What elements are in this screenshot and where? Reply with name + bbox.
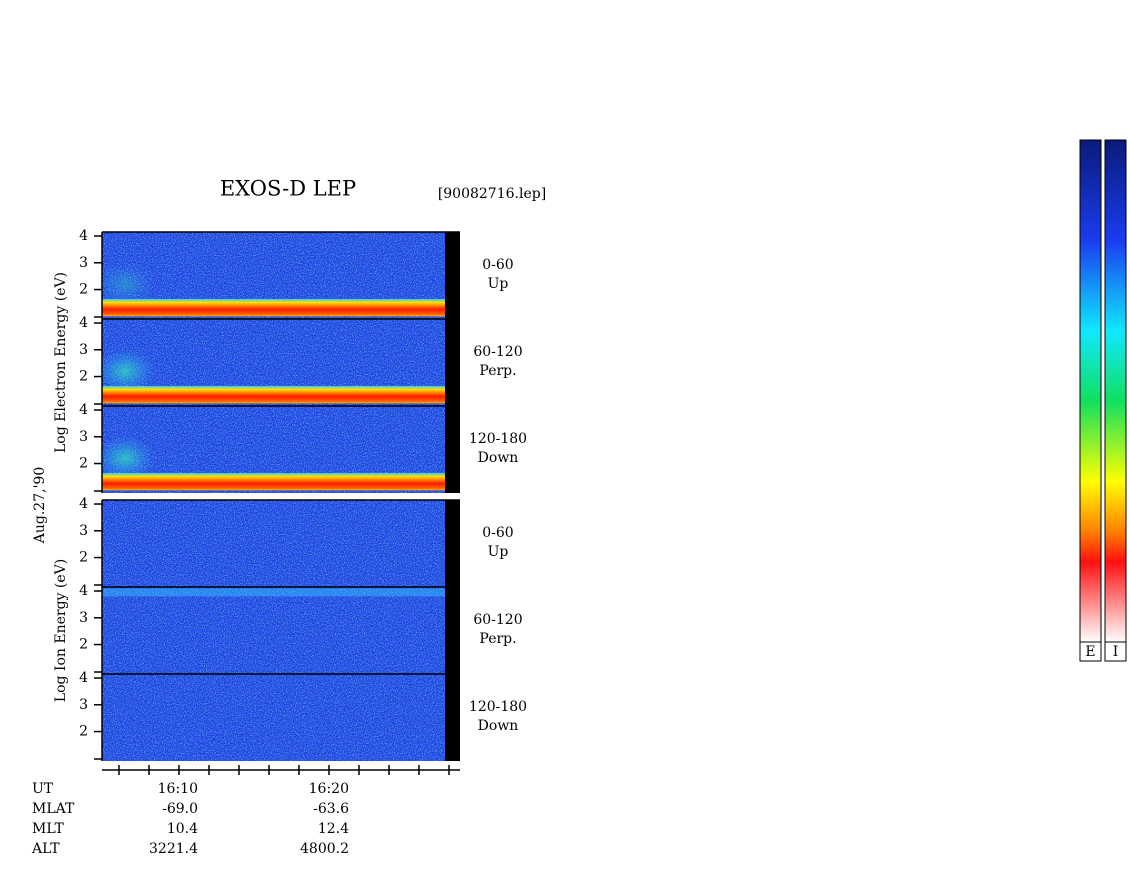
y-tick-label: 3 xyxy=(79,610,88,626)
spectrogram-glow xyxy=(102,588,445,597)
y-tick-label: 2 xyxy=(79,282,88,298)
y-tick-label: 4 xyxy=(79,228,88,244)
y-tick-label: 2 xyxy=(79,369,88,385)
no-data-strip xyxy=(445,587,460,674)
row-value: 16:20 xyxy=(309,781,349,797)
pitch-angle: 60-120 xyxy=(473,344,522,360)
color-bar-box xyxy=(1079,641,1102,662)
row-value: 4800.2 xyxy=(300,841,349,857)
color-bar-label: E xyxy=(1085,644,1095,660)
y-tick-label: 3 xyxy=(79,523,88,539)
y-tick-label: 4 xyxy=(79,583,88,599)
color-bar-box xyxy=(1104,641,1127,662)
color-bar xyxy=(1079,139,1102,643)
row-name: MLAT xyxy=(32,801,75,817)
color-bar-label: I xyxy=(1113,644,1119,660)
no-data-strip xyxy=(445,232,460,319)
spectrogram-band xyxy=(102,298,445,317)
spectrogram-noise xyxy=(102,674,445,761)
spectrogram-band xyxy=(102,385,445,404)
row-name: ALT xyxy=(31,841,60,857)
y-tick-label: 3 xyxy=(79,342,88,358)
no-data-strip xyxy=(445,674,460,761)
row-value: -69.0 xyxy=(162,801,198,817)
y-tick-label: 2 xyxy=(79,724,88,740)
title: EXOS-D LEP xyxy=(220,177,356,201)
row-value: -63.6 xyxy=(313,801,349,817)
spectrogram-patch xyxy=(95,262,155,307)
y-tick-label: 4 xyxy=(79,670,88,686)
color-bar xyxy=(1104,139,1127,643)
no-data-strip xyxy=(445,319,460,406)
row-name: MLT xyxy=(32,821,64,837)
y-tick-label: 4 xyxy=(79,402,88,418)
y-tick-label: 4 xyxy=(79,496,88,512)
y-tick-label: 2 xyxy=(79,637,88,653)
direction: Up xyxy=(488,544,509,560)
row-value: 16:10 xyxy=(158,781,198,797)
row-name: UT xyxy=(32,781,54,797)
y-tick-label: 3 xyxy=(79,255,88,271)
no-data-strip xyxy=(445,500,460,587)
y-axis-label: Log Ion Energy (eV) xyxy=(53,559,69,702)
row-value: 10.4 xyxy=(167,821,198,837)
y-tick-label: 3 xyxy=(79,429,88,445)
spectrogram-band xyxy=(102,472,445,491)
direction: Up xyxy=(488,276,509,292)
direction: Perp. xyxy=(479,363,516,379)
direction: Down xyxy=(478,450,519,466)
file-name: [90082716.lep] xyxy=(438,186,546,202)
direction: Perp. xyxy=(479,631,516,647)
no-data-strip xyxy=(445,406,460,493)
y-tick-label: 2 xyxy=(79,550,88,566)
pitch-angle: 0-60 xyxy=(482,525,513,541)
spectrogram-patch xyxy=(95,349,155,394)
y-tick-label: 4 xyxy=(79,315,88,331)
y-axis-label: Log Electron Energy (eV) xyxy=(53,272,69,453)
row-value: 3221.4 xyxy=(149,841,198,857)
pitch-angle: 0-60 xyxy=(482,257,513,273)
y-tick-label: 2 xyxy=(79,456,88,472)
spectrogram-patch xyxy=(95,436,155,481)
date: Aug.27,'90 xyxy=(32,467,48,544)
direction: Down xyxy=(478,718,519,734)
pitch-angle: 120-180 xyxy=(469,431,527,447)
row-value: 12.4 xyxy=(318,821,349,837)
spectrogram-noise xyxy=(102,500,445,587)
pitch-angle: 120-180 xyxy=(469,699,527,715)
y-tick-label: 3 xyxy=(79,697,88,713)
pitch-angle: 60-120 xyxy=(473,612,522,628)
spectrogram-noise xyxy=(102,587,445,674)
